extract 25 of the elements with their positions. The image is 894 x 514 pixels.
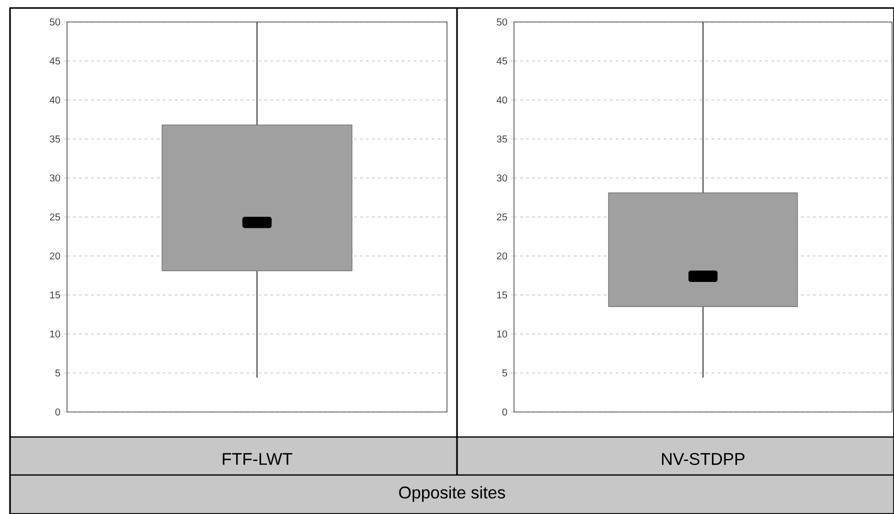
y-tick-label: 50: [496, 18, 508, 26]
y-tick-label: 30: [496, 174, 508, 182]
y-tick-label: 0: [55, 408, 60, 416]
y-tick-label: 35: [50, 135, 60, 143]
y-tick-label: 50: [50, 18, 60, 26]
y-tick-label: 20: [50, 252, 60, 260]
y-tick-label: 10: [497, 330, 508, 338]
y-tick-label: 25: [496, 213, 508, 221]
y-tick-label: 45: [50, 58, 60, 64]
x-tick-label: FTF-LWT: [222, 453, 292, 465]
x-axis-title: Opposite sites: [399, 486, 506, 502]
y-tick-label: 25: [50, 213, 60, 221]
y-tick-label: 15: [50, 292, 60, 298]
y-tick-label: 40: [496, 96, 508, 104]
y-tick-label: 10: [50, 330, 60, 338]
y-tick-label: 20: [496, 252, 508, 260]
y-tick-label: 15: [497, 292, 508, 298]
y-tick-label: 0: [502, 408, 508, 416]
y-tick-label: 35: [496, 135, 508, 143]
x-tick-label: NV-STDPP: [662, 452, 744, 465]
y-tick-label: 5: [55, 370, 60, 376]
y-tick-label: 45: [496, 58, 508, 64]
y-tick-label: 30: [50, 174, 60, 182]
y-tick-label: 5: [502, 370, 508, 376]
y-tick-label: 40: [50, 96, 60, 104]
